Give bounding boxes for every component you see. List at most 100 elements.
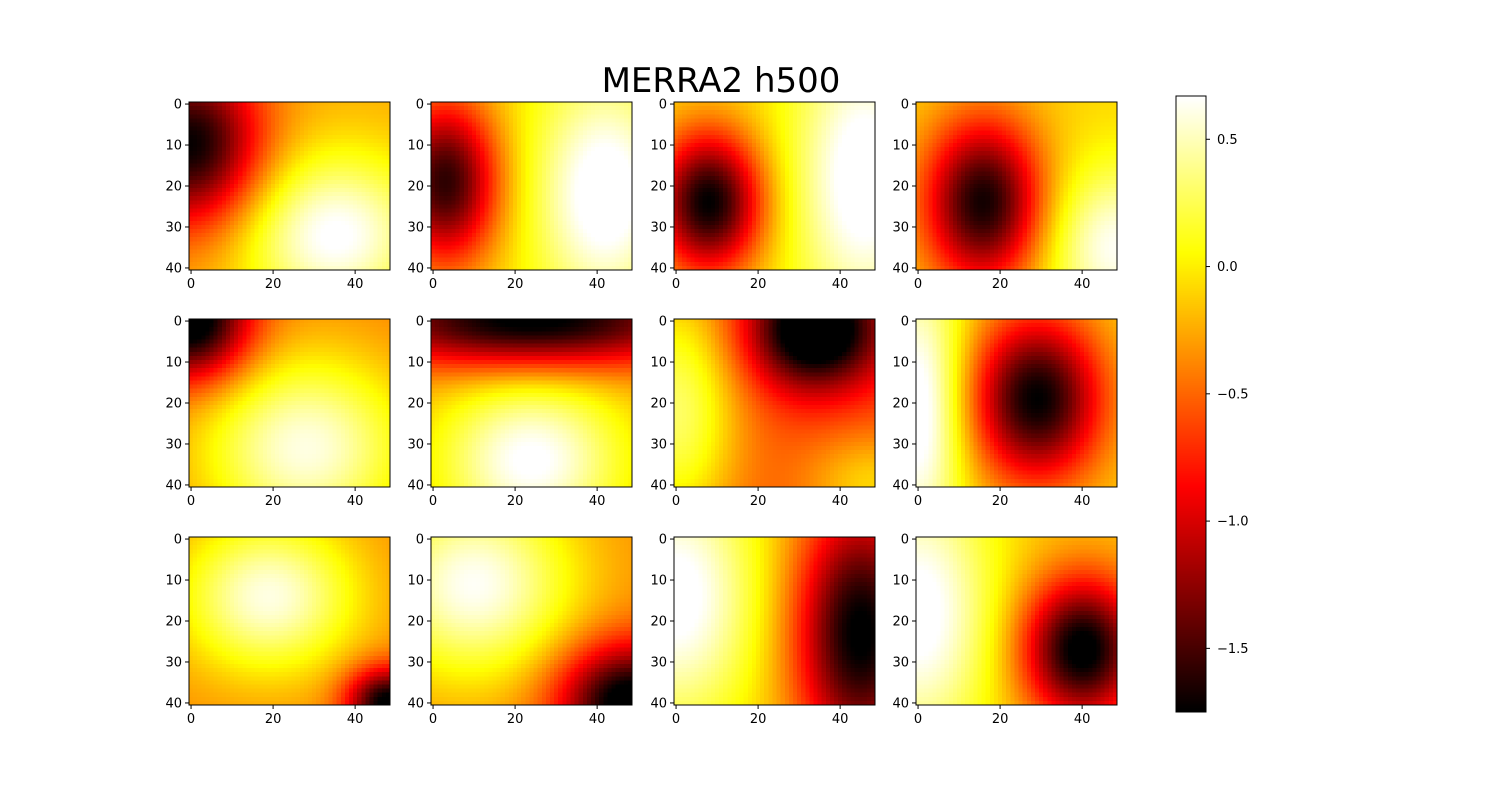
y-tick-label: 10 xyxy=(407,356,424,371)
x-tick-label: 20 xyxy=(750,494,767,509)
y-tick-label: 20 xyxy=(407,615,424,630)
heatmap-image xyxy=(674,537,875,705)
y-tick-label: 10 xyxy=(407,574,424,589)
x-tick-label: 40 xyxy=(1074,277,1091,292)
x-tick-label: 40 xyxy=(589,494,606,509)
colorbar-tick-label: −1.5 xyxy=(1217,642,1249,657)
x-tick-label: 0 xyxy=(914,712,922,727)
heatmap-panel: 0 20 40 0 10 20 30 40 xyxy=(892,98,1118,292)
heatmap-image xyxy=(431,102,632,270)
y-tick-label: 0 xyxy=(901,533,909,548)
x-tick-label: 20 xyxy=(750,277,767,292)
y-tick-label: 0 xyxy=(174,533,182,548)
y-tick-label: 10 xyxy=(892,356,909,371)
x-tick-label: 40 xyxy=(832,277,849,292)
y-tick-label: 20 xyxy=(407,180,424,195)
y-tick-label: 40 xyxy=(407,478,424,493)
y-tick-label: 30 xyxy=(165,220,182,235)
heatmap-image xyxy=(674,319,875,487)
x-tick-label: 0 xyxy=(672,494,680,509)
y-tick-label: 30 xyxy=(165,437,182,452)
heatmap-image xyxy=(916,102,1117,270)
y-tick-label: 30 xyxy=(650,655,667,670)
heatmap-image xyxy=(189,537,390,705)
x-tick-label: 0 xyxy=(187,494,195,509)
y-tick-label: 30 xyxy=(165,655,182,670)
x-tick-label: 40 xyxy=(347,494,364,509)
y-tick-label: 40 xyxy=(165,696,182,711)
y-tick-label: 30 xyxy=(407,220,424,235)
y-tick-label: 0 xyxy=(174,315,182,330)
colorbar: 0.5 0.0 −0.5 −1.0 −1.5 xyxy=(1175,95,1249,713)
y-tick-label: 10 xyxy=(892,574,909,589)
y-tick-label: 20 xyxy=(407,397,424,412)
heatmap-panel: 0 20 40 0 10 20 30 40 xyxy=(650,533,876,727)
heatmap-panel: 0 20 40 0 10 20 30 40 xyxy=(165,315,391,509)
heatmap-panel: 0 20 40 0 10 20 30 40 xyxy=(650,315,876,509)
heatmap-panel: 0 20 40 0 10 20 30 40 xyxy=(892,315,1118,509)
x-tick-label: 0 xyxy=(914,494,922,509)
y-tick-label: 20 xyxy=(165,180,182,195)
y-tick-label: 40 xyxy=(407,261,424,276)
y-tick-label: 40 xyxy=(650,261,667,276)
heatmap-image xyxy=(431,537,632,705)
y-tick-label: 40 xyxy=(650,696,667,711)
heatmap-panel: 0 20 40 0 10 20 30 40 xyxy=(892,533,1118,727)
heatmap-image xyxy=(431,319,632,487)
y-tick-label: 10 xyxy=(165,139,182,154)
x-tick-label: 0 xyxy=(187,712,195,727)
x-tick-label: 40 xyxy=(832,494,849,509)
y-tick-label: 20 xyxy=(165,615,182,630)
colorbar-tick-label: 0.0 xyxy=(1217,260,1238,275)
heatmap-image xyxy=(916,319,1117,487)
y-tick-label: 0 xyxy=(659,315,667,330)
y-tick-label: 10 xyxy=(165,356,182,371)
heatmap-panel: 0 20 40 0 10 20 30 40 xyxy=(407,533,633,727)
x-tick-label: 0 xyxy=(672,277,680,292)
x-tick-label: 40 xyxy=(589,277,606,292)
y-tick-label: 40 xyxy=(407,696,424,711)
x-tick-label: 40 xyxy=(832,712,849,727)
x-tick-label: 20 xyxy=(265,277,282,292)
y-tick-label: 0 xyxy=(416,315,424,330)
y-tick-label: 20 xyxy=(892,397,909,412)
heatmap-panels: 0 20 40 0 10 20 30 40 0 20 40 0 10 20 30 40 0 20 40 0 10 20 30… xyxy=(165,98,1118,727)
y-tick-label: 40 xyxy=(892,261,909,276)
heatmap-image xyxy=(674,102,875,270)
y-tick-label: 0 xyxy=(901,315,909,330)
y-tick-label: 40 xyxy=(892,696,909,711)
y-tick-label: 20 xyxy=(892,180,909,195)
y-tick-label: 0 xyxy=(416,98,424,113)
x-tick-label: 20 xyxy=(265,712,282,727)
x-tick-label: 40 xyxy=(589,712,606,727)
y-tick-label: 30 xyxy=(650,220,667,235)
y-tick-label: 0 xyxy=(659,533,667,548)
y-tick-label: 30 xyxy=(407,437,424,452)
x-tick-label: 0 xyxy=(187,277,195,292)
heatmap-image xyxy=(916,537,1117,705)
chart-title: MERRA2 h500 xyxy=(602,61,841,101)
x-tick-label: 20 xyxy=(992,277,1009,292)
y-tick-label: 20 xyxy=(650,180,667,195)
heatmap-panel: 0 20 40 0 10 20 30 40 xyxy=(165,98,391,292)
y-tick-label: 30 xyxy=(407,655,424,670)
y-tick-label: 10 xyxy=(892,139,909,154)
x-tick-label: 40 xyxy=(347,277,364,292)
x-tick-label: 20 xyxy=(265,494,282,509)
y-tick-label: 20 xyxy=(165,397,182,412)
x-tick-label: 20 xyxy=(750,712,767,727)
heatmap-panel: 0 20 40 0 10 20 30 40 xyxy=(165,533,391,727)
y-tick-label: 40 xyxy=(650,478,667,493)
y-tick-label: 30 xyxy=(892,220,909,235)
y-tick-label: 0 xyxy=(416,533,424,548)
y-tick-label: 20 xyxy=(650,397,667,412)
x-tick-label: 40 xyxy=(347,712,364,727)
y-tick-label: 40 xyxy=(892,478,909,493)
y-tick-label: 30 xyxy=(892,655,909,670)
colorbar-gradient xyxy=(1176,96,1206,712)
colorbar-tick-label: −0.5 xyxy=(1217,387,1249,402)
x-tick-label: 20 xyxy=(507,712,524,727)
y-tick-label: 10 xyxy=(165,574,182,589)
y-tick-label: 20 xyxy=(650,615,667,630)
